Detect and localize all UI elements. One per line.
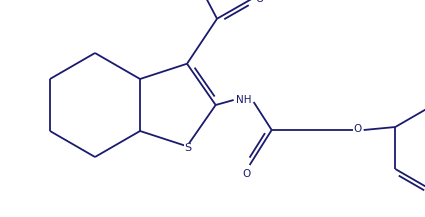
Text: O: O [255, 0, 263, 4]
Text: NH: NH [236, 95, 252, 105]
Text: O: O [243, 169, 251, 179]
Text: S: S [184, 143, 192, 153]
Text: O: O [354, 124, 362, 134]
